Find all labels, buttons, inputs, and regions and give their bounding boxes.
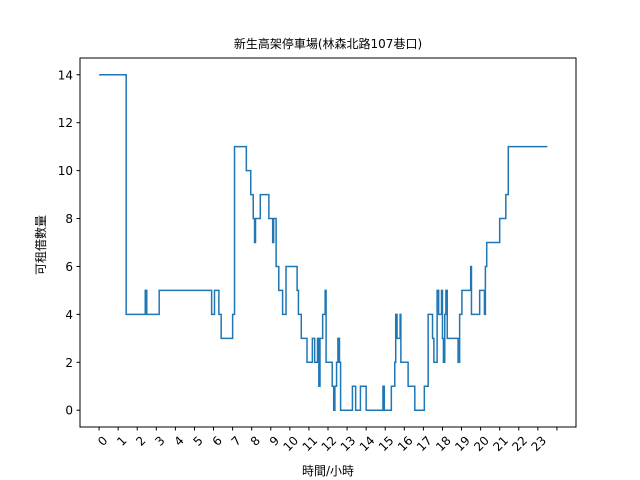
y-tick-label: 10 xyxy=(58,164,73,178)
y-axis-title: 可租借數量 xyxy=(34,215,48,275)
y-tick-label: 14 xyxy=(58,68,73,82)
x-tick-label: 18 xyxy=(433,433,454,454)
series-layer xyxy=(99,74,548,411)
x-tick-label: 2 xyxy=(133,433,148,448)
y-tick-label: 12 xyxy=(58,116,73,130)
x-tick-label: 0 xyxy=(95,433,110,448)
x-axis-title: 時間/小時 xyxy=(302,464,354,478)
x-tick-label: 21 xyxy=(490,433,511,454)
x-tick-label: 19 xyxy=(452,433,473,454)
x-tick-label: 15 xyxy=(376,433,397,454)
x-tick-label: 7 xyxy=(229,433,244,448)
x-tick-label: 8 xyxy=(248,433,263,448)
x-tick-label: 12 xyxy=(319,433,340,454)
x-tick-label: 5 xyxy=(191,433,206,448)
x-tick-label: 10 xyxy=(280,433,301,454)
x-tick-label: 3 xyxy=(152,433,167,448)
series-line-0 xyxy=(99,74,548,411)
x-tick-label: 4 xyxy=(171,433,186,448)
y-axis: 0 2 4 6 8 10 12 14 xyxy=(58,68,80,418)
chart-title: 新生高架停車場(林森北路107巷口) xyxy=(234,36,422,51)
x-tick-label: 22 xyxy=(509,433,530,454)
x-tick-label: 14 xyxy=(357,433,378,454)
x-tick-label: 23 xyxy=(528,433,549,454)
x-tick-label: 9 xyxy=(267,433,282,448)
plot-background xyxy=(80,58,576,427)
plot-area xyxy=(79,57,577,428)
x-tick-label: 17 xyxy=(414,433,435,454)
x-tick-label: 11 xyxy=(300,433,321,454)
x-tick-label: 13 xyxy=(338,433,359,454)
x-tick-label: 16 xyxy=(395,433,416,454)
x-tick-label: 1 xyxy=(114,433,129,448)
x-tick-label: 20 xyxy=(471,433,492,454)
y-tick-label: 6 xyxy=(65,260,73,274)
y-tick-label: 2 xyxy=(65,356,73,370)
y-tick-label: 4 xyxy=(65,308,73,322)
y-tick-label: 0 xyxy=(65,404,73,418)
x-tick-label: 6 xyxy=(210,433,225,448)
y-tick-label: 8 xyxy=(65,212,73,226)
